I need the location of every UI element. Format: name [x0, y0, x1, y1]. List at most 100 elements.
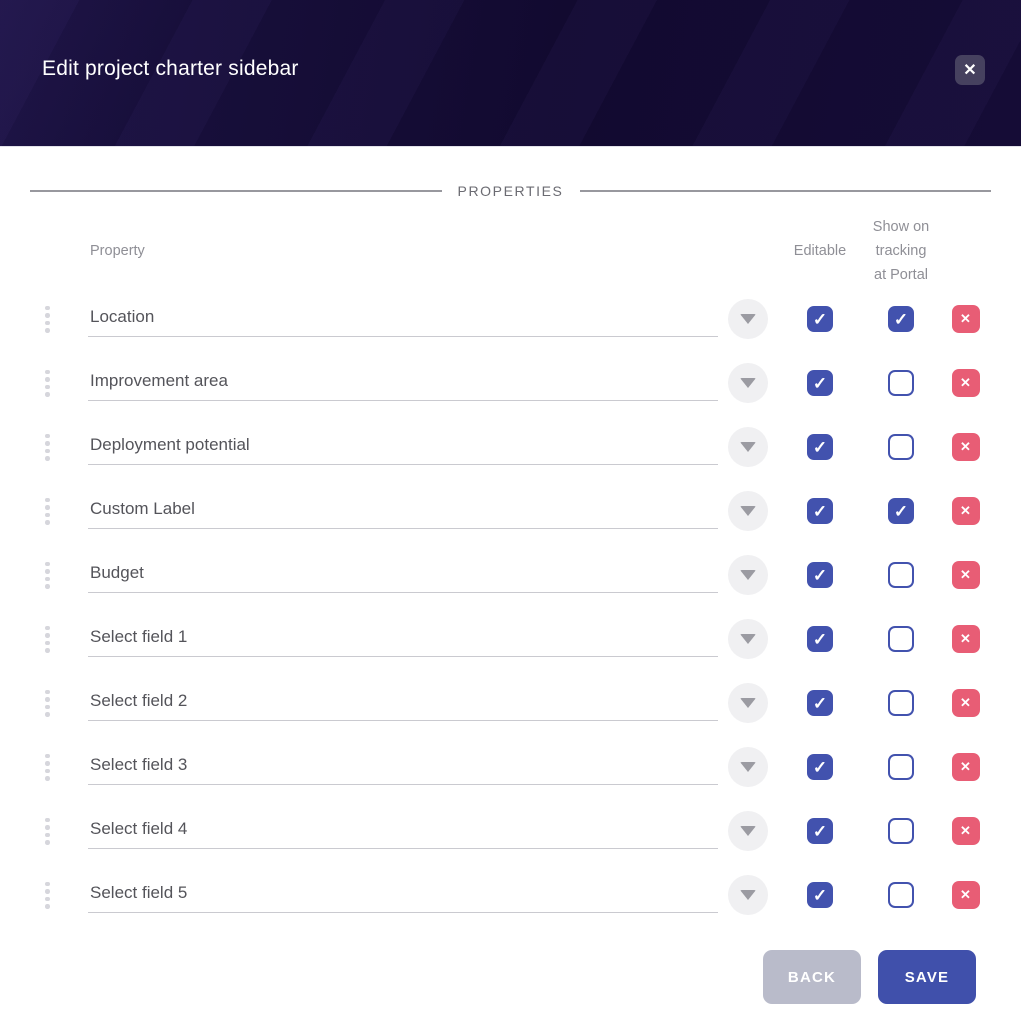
editable-checkbox[interactable]: ✓	[807, 370, 833, 396]
delete-property-button[interactable]: ✕	[951, 625, 980, 653]
delete-property-button[interactable]: ✕	[951, 753, 980, 781]
drag-handle[interactable]	[30, 625, 88, 654]
show-on-tracking-checkbox[interactable]: ✓	[888, 370, 914, 396]
drag-handle[interactable]	[30, 689, 88, 718]
check-icon: ✓	[893, 309, 909, 329]
property-name-input[interactable]	[88, 813, 718, 849]
editable-checkbox[interactable]: ✓	[807, 626, 833, 652]
delete-property-button[interactable]: ✕	[951, 689, 980, 717]
property-name-input[interactable]	[88, 429, 718, 465]
property-row: ✓ ✓ ✕	[30, 351, 991, 415]
property-type-dropdown-button[interactable]	[728, 683, 768, 723]
close-button[interactable]: ✕	[955, 55, 985, 85]
property-name-input[interactable]	[88, 877, 718, 913]
property-type-dropdown-button[interactable]	[728, 299, 768, 339]
property-name-input[interactable]	[88, 557, 718, 593]
delete-property-button[interactable]: ✕	[951, 817, 980, 845]
property-input-cell	[88, 813, 718, 849]
editable-checkbox[interactable]: ✓	[807, 882, 833, 908]
show-on-tracking-checkbox[interactable]: ✓	[888, 306, 914, 332]
modal-header: Edit project charter sidebar ✕	[0, 0, 1021, 147]
editable-checkbox[interactable]: ✓	[807, 690, 833, 716]
property-type-dropdown-button[interactable]	[728, 875, 768, 915]
drag-dots-icon	[45, 320, 50, 325]
editable-checkbox[interactable]: ✓	[807, 562, 833, 588]
property-type-dropdown-button[interactable]	[728, 427, 768, 467]
show-on-tracking-checkbox[interactable]: ✓	[888, 690, 914, 716]
drag-dots-icon	[45, 520, 50, 525]
property-name-input[interactable]	[88, 685, 718, 721]
drag-handle[interactable]	[30, 561, 88, 590]
property-name-input[interactable]	[88, 621, 718, 657]
property-row: ✓ ✓ ✕	[30, 415, 991, 479]
delete-property-button[interactable]: ✕	[951, 881, 980, 909]
property-row: ✓ ✓ ✕	[30, 863, 991, 927]
show-on-tracking-checkbox[interactable]: ✓	[888, 562, 914, 588]
show-on-tracking-checkbox[interactable]: ✓	[888, 754, 914, 780]
property-type-dropdown-button[interactable]	[728, 747, 768, 787]
show-on-tracking-cell: ✓	[862, 498, 940, 524]
drag-dots-icon	[45, 881, 50, 886]
chevron-down-icon	[740, 314, 756, 324]
property-name-input[interactable]	[88, 749, 718, 785]
drag-dots-icon	[45, 305, 50, 310]
show-on-tracking-checkbox[interactable]: ✓	[888, 434, 914, 460]
delete-x-icon: ✕	[960, 887, 971, 902]
show-on-tracking-checkbox[interactable]: ✓	[888, 818, 914, 844]
drag-dots-icon	[45, 377, 50, 382]
delete-property-button[interactable]: ✕	[951, 433, 980, 461]
drag-dots-icon	[45, 584, 50, 589]
property-type-dropdown-button[interactable]	[728, 363, 768, 403]
delete-property-button[interactable]: ✕	[951, 305, 980, 333]
drag-handle[interactable]	[30, 817, 88, 846]
editable-checkbox[interactable]: ✓	[807, 498, 833, 524]
delete-property-button[interactable]: ✕	[951, 369, 980, 397]
property-name-input[interactable]	[88, 301, 718, 337]
editable-checkbox[interactable]: ✓	[807, 434, 833, 460]
drag-handle[interactable]	[30, 369, 88, 398]
delete-property-button[interactable]: ✕	[951, 561, 980, 589]
section-title: PROPERTIES	[457, 183, 564, 199]
drag-dots-icon	[45, 369, 50, 374]
editable-cell: ✓	[778, 498, 862, 524]
property-type-dropdown-button[interactable]	[728, 555, 768, 595]
property-row: ✓ ✓ ✕	[30, 479, 991, 543]
property-type-dropdown-button[interactable]	[728, 811, 768, 851]
show-on-tracking-checkbox[interactable]: ✓	[888, 882, 914, 908]
property-input-cell	[88, 429, 718, 465]
column-header-show-line: tracking	[875, 243, 927, 259]
drag-dots-icon	[45, 433, 50, 438]
column-header-editable: Editable	[793, 243, 847, 259]
drag-handle[interactable]	[30, 881, 88, 910]
drag-dots-icon	[45, 753, 50, 758]
delete-property-button[interactable]: ✕	[951, 497, 980, 525]
drag-dots-icon	[45, 825, 50, 830]
show-on-tracking-checkbox[interactable]: ✓	[888, 626, 914, 652]
save-button[interactable]: SAVE	[878, 950, 976, 1004]
drag-dots-icon	[45, 512, 50, 517]
property-type-dropdown-button[interactable]	[728, 619, 768, 659]
drag-handle[interactable]	[30, 753, 88, 782]
editable-cell: ✓	[778, 434, 862, 460]
editable-cell: ✓	[778, 562, 862, 588]
editable-cell: ✓	[778, 754, 862, 780]
editable-checkbox[interactable]: ✓	[807, 818, 833, 844]
show-on-tracking-cell: ✓	[862, 434, 940, 460]
show-on-tracking-checkbox[interactable]: ✓	[888, 498, 914, 524]
drag-handle[interactable]	[30, 497, 88, 526]
property-type-dropdown-button[interactable]	[728, 491, 768, 531]
back-button[interactable]: BACK	[763, 950, 861, 1004]
delete-x-icon: ✕	[960, 567, 971, 582]
check-icon: ✓	[812, 309, 828, 329]
check-icon: ✓	[893, 501, 909, 521]
editable-checkbox[interactable]: ✓	[807, 754, 833, 780]
drag-handle[interactable]	[30, 433, 88, 462]
editable-checkbox[interactable]: ✓	[807, 306, 833, 332]
property-name-input[interactable]	[88, 493, 718, 529]
drag-handle[interactable]	[30, 305, 88, 334]
check-icon: ✓	[812, 885, 828, 905]
delete-x-icon: ✕	[960, 695, 971, 710]
property-input-cell	[88, 301, 718, 337]
column-header-property: Property	[90, 243, 145, 259]
property-name-input[interactable]	[88, 365, 718, 401]
